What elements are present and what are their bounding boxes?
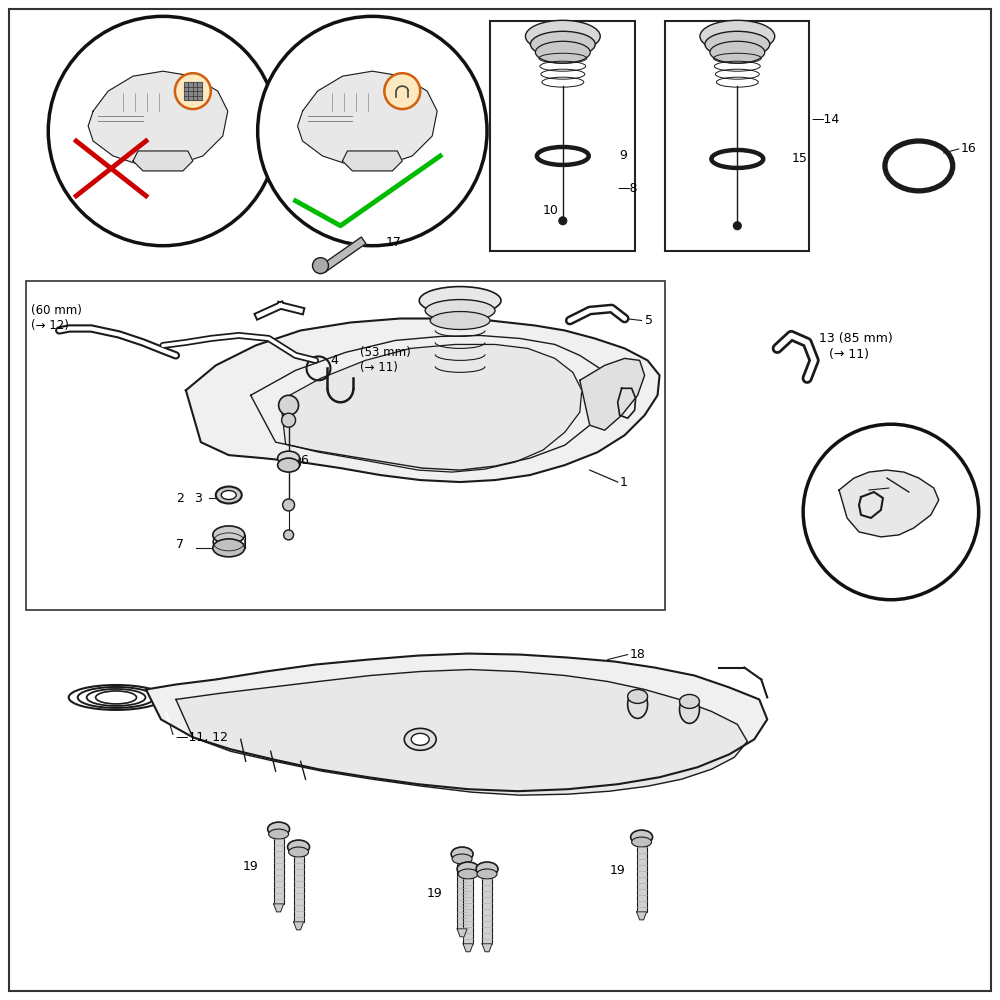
Text: 17: 17 <box>385 236 401 249</box>
Text: 9: 9 <box>620 149 628 162</box>
Bar <box>26 281 665 610</box>
Ellipse shape <box>221 491 236 500</box>
Bar <box>665 21 809 251</box>
Ellipse shape <box>288 840 310 854</box>
Text: —8: —8 <box>618 182 638 195</box>
Polygon shape <box>463 944 473 952</box>
Circle shape <box>803 424 979 600</box>
Ellipse shape <box>631 830 653 844</box>
Circle shape <box>258 16 487 246</box>
Circle shape <box>284 530 294 540</box>
Text: 13 (85 mm): 13 (85 mm) <box>819 332 893 345</box>
Text: 7: 7 <box>176 538 184 551</box>
Text: —11, 12: —11, 12 <box>176 731 228 744</box>
Polygon shape <box>580 358 645 430</box>
Ellipse shape <box>278 451 300 465</box>
Polygon shape <box>320 237 366 272</box>
Bar <box>294 847 304 922</box>
Ellipse shape <box>268 822 290 836</box>
Ellipse shape <box>680 694 699 708</box>
Ellipse shape <box>419 287 501 315</box>
Polygon shape <box>176 670 747 795</box>
Circle shape <box>559 217 567 225</box>
Ellipse shape <box>458 869 478 879</box>
Ellipse shape <box>269 829 289 839</box>
Polygon shape <box>186 319 660 482</box>
Ellipse shape <box>705 31 770 57</box>
Text: GHP: GHP <box>380 387 540 453</box>
Polygon shape <box>839 470 939 537</box>
Text: —14: —14 <box>811 113 839 126</box>
Text: 19: 19 <box>243 860 258 873</box>
Text: 18: 18 <box>630 648 646 661</box>
Circle shape <box>175 73 211 109</box>
Ellipse shape <box>451 847 473 861</box>
Text: 10: 10 <box>543 204 559 217</box>
Text: (60 mm): (60 mm) <box>31 304 82 317</box>
Circle shape <box>313 258 328 274</box>
Ellipse shape <box>477 869 497 879</box>
Ellipse shape <box>525 20 600 52</box>
Ellipse shape <box>535 41 590 63</box>
Ellipse shape <box>680 695 699 723</box>
Text: 19: 19 <box>426 887 442 900</box>
Polygon shape <box>146 654 767 791</box>
Polygon shape <box>298 71 437 166</box>
Ellipse shape <box>476 862 498 876</box>
Text: 6: 6 <box>301 454 308 467</box>
Polygon shape <box>133 151 193 171</box>
Bar <box>274 829 284 904</box>
Bar <box>184 82 202 100</box>
Polygon shape <box>88 71 228 166</box>
Circle shape <box>48 16 278 246</box>
Text: 1: 1 <box>620 476 628 489</box>
Text: 3: 3 <box>194 492 202 505</box>
Text: 4: 4 <box>330 354 338 367</box>
Ellipse shape <box>628 689 648 703</box>
Polygon shape <box>294 922 304 930</box>
Ellipse shape <box>700 20 775 52</box>
Ellipse shape <box>710 41 765 63</box>
Polygon shape <box>281 344 582 472</box>
Ellipse shape <box>216 487 242 503</box>
Text: (→ 11): (→ 11) <box>360 361 398 374</box>
Bar <box>482 869 492 944</box>
Ellipse shape <box>278 458 300 472</box>
Polygon shape <box>637 912 647 920</box>
Bar <box>637 837 647 912</box>
Polygon shape <box>457 929 467 937</box>
Text: 16: 16 <box>961 142 976 155</box>
Text: 15: 15 <box>791 152 807 165</box>
Ellipse shape <box>430 312 490 329</box>
Ellipse shape <box>452 854 472 864</box>
Ellipse shape <box>632 837 652 847</box>
Ellipse shape <box>411 733 429 745</box>
Ellipse shape <box>628 690 648 718</box>
Bar <box>463 869 473 944</box>
Circle shape <box>282 413 296 427</box>
Polygon shape <box>274 904 284 912</box>
Text: (→ 11): (→ 11) <box>829 348 869 361</box>
Ellipse shape <box>404 728 436 750</box>
Text: (53 mm): (53 mm) <box>360 346 411 359</box>
Ellipse shape <box>530 31 595 57</box>
Ellipse shape <box>457 862 479 876</box>
Polygon shape <box>342 151 402 171</box>
Bar <box>457 854 467 929</box>
Ellipse shape <box>289 847 309 857</box>
Text: 2: 2 <box>176 492 184 505</box>
Text: 5: 5 <box>645 314 653 327</box>
Circle shape <box>733 222 741 230</box>
Ellipse shape <box>213 526 245 544</box>
Ellipse shape <box>213 539 245 557</box>
Ellipse shape <box>425 300 495 321</box>
Bar <box>490 21 635 251</box>
Text: 19: 19 <box>610 864 625 877</box>
Polygon shape <box>482 944 492 952</box>
Text: (→ 12): (→ 12) <box>31 319 69 332</box>
Circle shape <box>283 499 295 511</box>
Circle shape <box>384 73 420 109</box>
Circle shape <box>279 395 299 415</box>
